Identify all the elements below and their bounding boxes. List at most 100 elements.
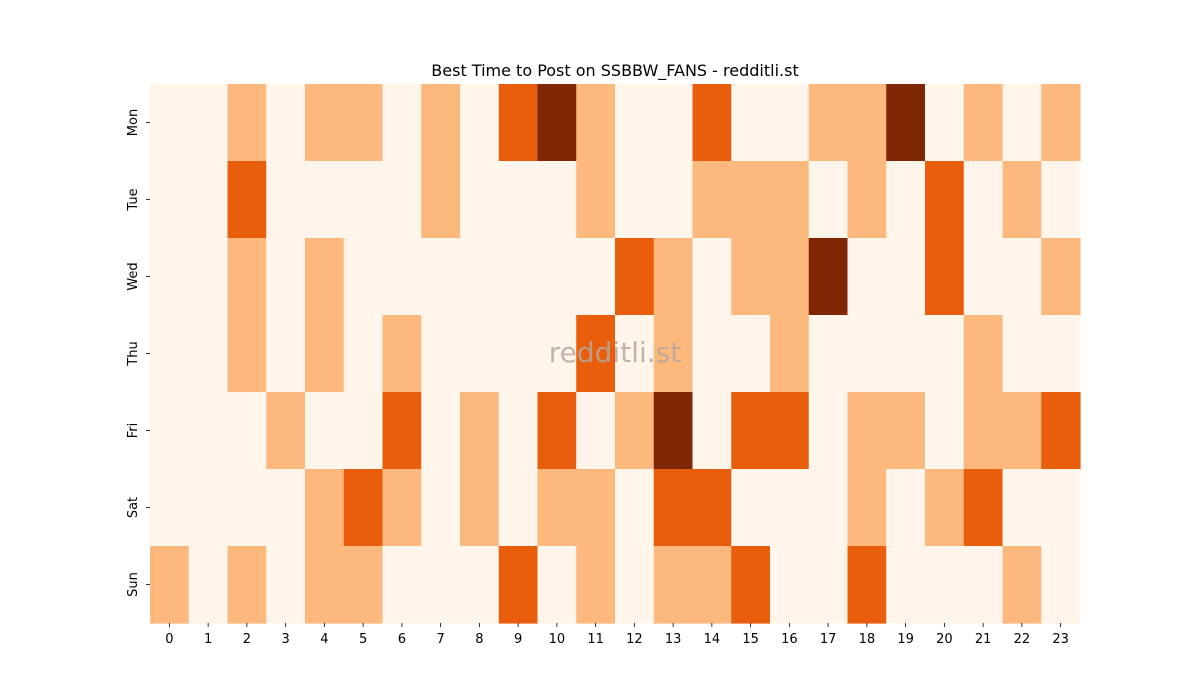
heatmap-cell-sun-17 (808, 546, 849, 624)
heatmap-cell-mon-12 (615, 84, 655, 162)
heatmap-cells (150, 84, 1081, 624)
heatmap-cell-sat-20 (925, 469, 965, 547)
heatmap-cell-sun-22 (1002, 546, 1042, 624)
heatmap-cell-mon-0 (150, 84, 190, 162)
y-tick-label: Tue (126, 188, 141, 211)
heatmap-cell-sun-18 (847, 546, 887, 624)
heatmap-cell-fri-5 (343, 392, 384, 470)
heatmap-cell-sun-23 (1041, 546, 1081, 624)
x-tick-label: 21 (975, 632, 992, 647)
heatmap-cell-tue-15 (731, 161, 771, 239)
heatmap-cell-tue-10 (537, 161, 577, 239)
x-tick-label: 19 (897, 632, 914, 647)
heatmap-cell-fri-19 (886, 392, 926, 470)
x-tick-label: 17 (820, 632, 837, 647)
heatmap-cell-wed-5 (343, 238, 384, 316)
heatmap-cell-fri-8 (460, 392, 500, 470)
heatmap-cell-tue-9 (498, 161, 539, 239)
heatmap-cell-mon-19 (886, 84, 926, 162)
heatmap-cell-tue-23 (1041, 161, 1081, 239)
heatmap-cell-mon-9 (498, 84, 539, 162)
heatmap-cell-wed-12 (615, 238, 655, 316)
x-tick-label: 8 (475, 632, 483, 647)
heatmap-cell-wed-21 (963, 238, 1004, 316)
heatmap-cell-mon-1 (188, 84, 229, 162)
heatmap-cell-sat-22 (1002, 469, 1042, 547)
heatmap-cell-mon-5 (343, 84, 384, 162)
heatmap-cell-tue-8 (460, 161, 500, 239)
heatmap-cell-wed-3 (266, 238, 306, 316)
heatmap-cell-mon-6 (382, 84, 422, 162)
heatmap-cell-sat-5 (343, 469, 384, 547)
heatmap-cell-sun-0 (150, 546, 190, 624)
heatmap-cell-sat-10 (537, 469, 577, 547)
x-tick-label: 2 (243, 632, 251, 647)
y-tick-label: Fri (126, 423, 141, 439)
heatmap-cell-wed-22 (1002, 238, 1042, 316)
heatmap-cell-thu-6 (382, 315, 422, 393)
heatmap-cell-sun-15 (731, 546, 771, 624)
heatmap-cell-fri-20 (925, 392, 965, 470)
heatmap-cell-sat-19 (886, 469, 926, 547)
x-tick-label: 6 (398, 632, 406, 647)
heatmap-cell-thu-3 (266, 315, 306, 393)
heatmap-cell-tue-12 (615, 161, 655, 239)
heatmap-cell-fri-15 (731, 392, 771, 470)
heatmap-cell-sun-1 (188, 546, 229, 624)
heatmap-cell-sat-17 (808, 469, 849, 547)
heatmap-cell-thu-10 (537, 315, 577, 393)
heatmap-cell-tue-1 (188, 161, 229, 239)
x-tick-label: 9 (514, 632, 522, 647)
heatmap-cell-mon-22 (1002, 84, 1042, 162)
heatmap-cell-wed-23 (1041, 238, 1081, 316)
heatmap-cell-thu-14 (692, 315, 732, 393)
heatmap-cell-sun-19 (886, 546, 926, 624)
heatmap-cell-mon-2 (227, 84, 267, 162)
heatmap-cell-thu-19 (886, 315, 926, 393)
y-tick-label: Sun (126, 572, 141, 597)
x-tick-label: 15 (742, 632, 759, 647)
heatmap-cell-sun-7 (421, 546, 461, 624)
heatmap-cell-sun-5 (343, 546, 384, 624)
heatmap-cell-thu-23 (1041, 315, 1081, 393)
x-tick-label: 23 (1052, 632, 1069, 647)
heatmap-cell-sun-14 (692, 546, 732, 624)
heatmap-cell-wed-17 (808, 238, 849, 316)
heatmap-cell-thu-16 (770, 315, 810, 393)
heatmap-cell-wed-14 (692, 238, 732, 316)
heatmap-cell-mon-7 (421, 84, 461, 162)
heatmap-cell-sat-14 (692, 469, 732, 547)
x-tick-label: 5 (359, 632, 367, 647)
heatmap-cell-sun-2 (227, 546, 267, 624)
heatmap-cell-mon-11 (576, 84, 616, 162)
heatmap-cell-mon-13 (653, 84, 694, 162)
heatmap-cell-sat-11 (576, 469, 616, 547)
x-axis: 0 1 2 3 4 5 6 7 8 9 10 11 12 13 14 15 16 17 18 19 20 21 22 23 (165, 623, 1069, 647)
heatmap-cell-wed-18 (847, 238, 887, 316)
heatmap-cell-fri-16 (770, 392, 810, 470)
heatmap-cell-tue-19 (886, 161, 926, 239)
heatmap-cell-thu-4 (305, 315, 345, 393)
y-tick-label: Mon (126, 109, 141, 136)
heatmap-cell-mon-3 (266, 84, 306, 162)
x-tick-label: 18 (859, 632, 876, 647)
x-tick-label: 11 (587, 632, 604, 647)
heatmap-cell-sat-9 (498, 469, 539, 547)
heatmap-cell-tue-2 (227, 161, 267, 239)
heatmap-cell-wed-15 (731, 238, 771, 316)
heatmap-cell-tue-21 (963, 161, 1004, 239)
heatmap-cell-wed-8 (460, 238, 500, 316)
heatmap-cell-sat-2 (227, 469, 267, 547)
x-tick-label: 4 (320, 632, 328, 647)
heatmap-cell-fri-23 (1041, 392, 1081, 470)
heatmap-cell-tue-13 (653, 161, 694, 239)
heatmap-cell-wed-2 (227, 238, 267, 316)
heatmap-cell-fri-0 (150, 392, 190, 470)
heatmap-cell-sat-3 (266, 469, 306, 547)
heatmap-cell-sat-8 (460, 469, 500, 547)
heatmap-cell-mon-15 (731, 84, 771, 162)
heatmap-cell-fri-11 (576, 392, 616, 470)
heatmap-cell-sun-16 (770, 546, 810, 624)
y-tick-label: Sat (126, 497, 141, 518)
